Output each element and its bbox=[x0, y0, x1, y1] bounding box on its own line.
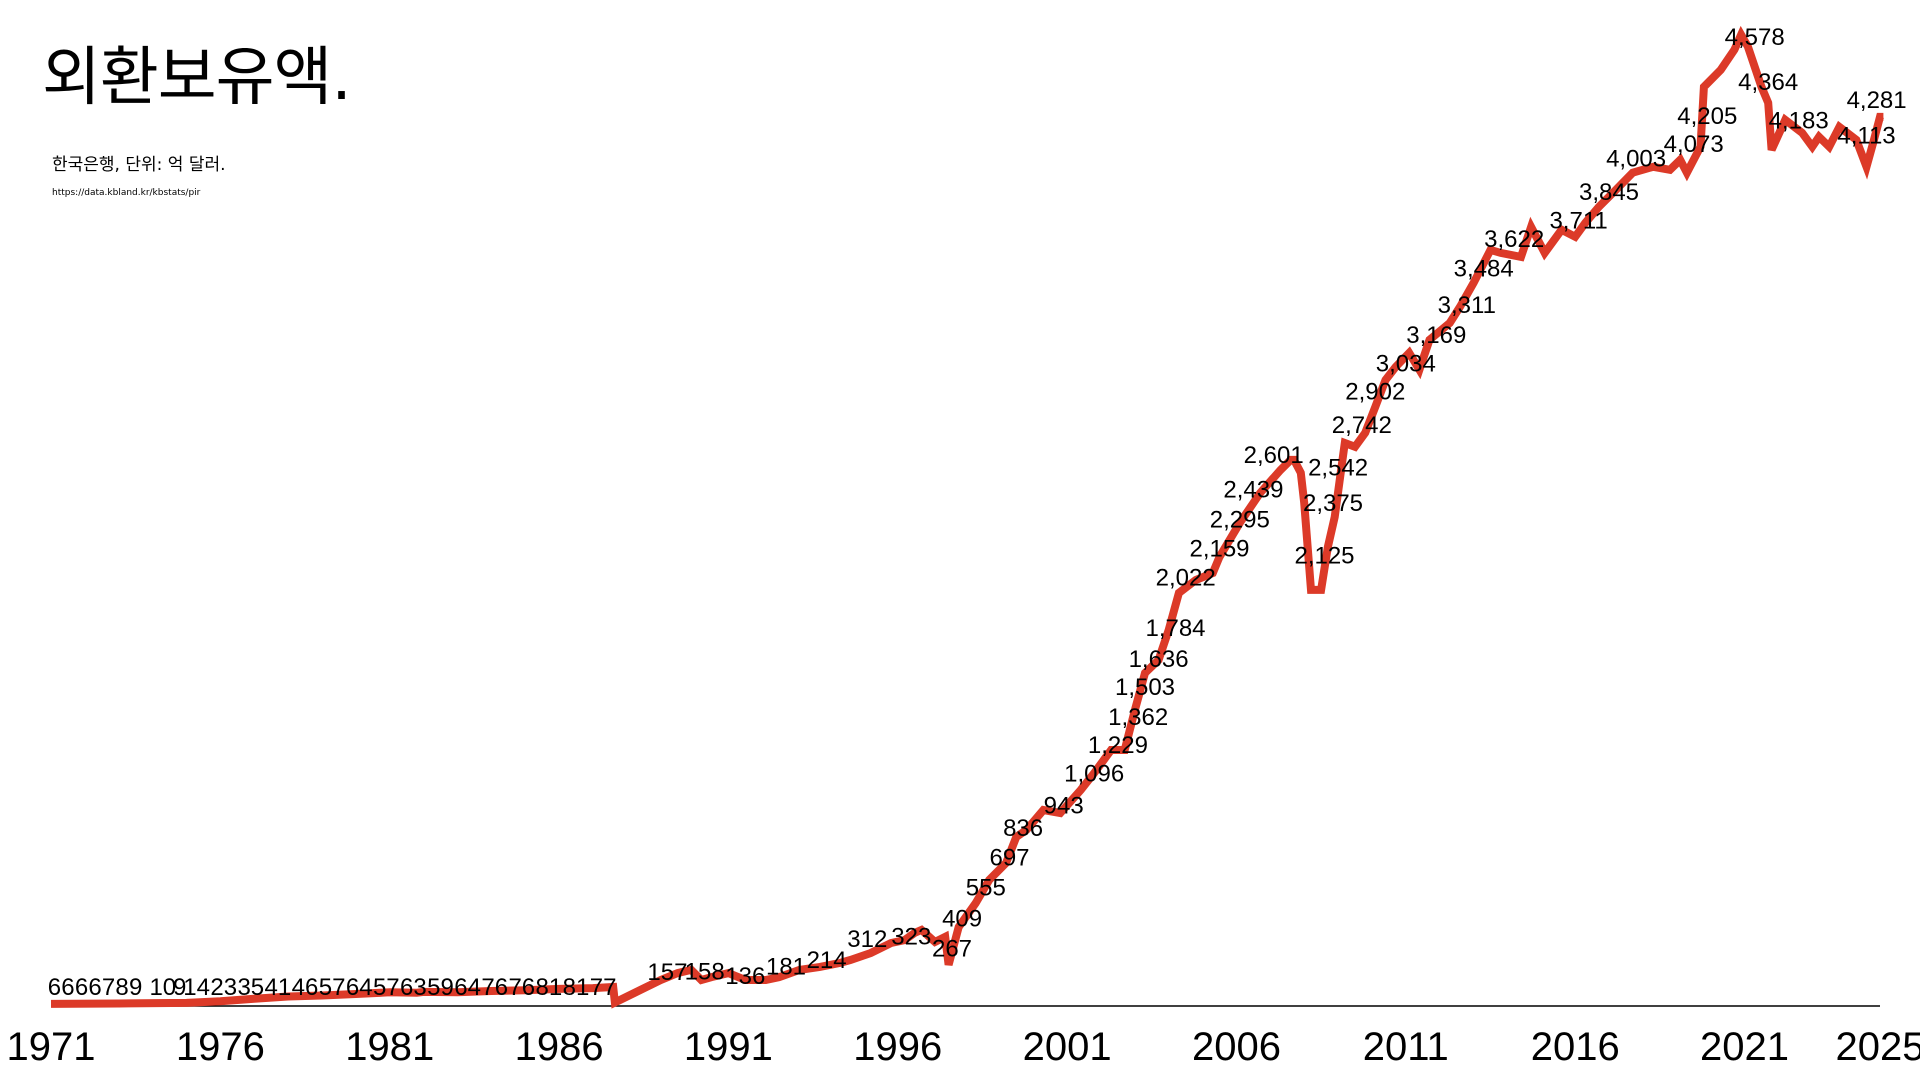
data-label: 181 bbox=[766, 954, 806, 981]
data-label: 836 bbox=[1003, 815, 1043, 842]
data-label: 81 bbox=[536, 974, 563, 1001]
data-label: 77 bbox=[590, 974, 617, 1001]
data-label: 4,113 bbox=[1837, 122, 1895, 149]
x-axis-ticks: 1971 1976 1981 1986 1991 1996 2001 2006 2011 2016… bbox=[7, 1025, 1920, 1069]
data-label: 59 bbox=[427, 974, 454, 1001]
data-label: 158 bbox=[685, 959, 725, 986]
data-label: 2,902 bbox=[1345, 378, 1405, 405]
data-label: 4,578 bbox=[1725, 24, 1785, 51]
data-label: 9 bbox=[129, 974, 142, 1001]
data-label: 943 bbox=[1044, 793, 1084, 820]
data-label: 323 bbox=[891, 924, 931, 951]
data-label: 2,022 bbox=[1156, 565, 1216, 592]
x-tick-label: 1996 bbox=[853, 1025, 942, 1069]
x-tick-label: 2016 bbox=[1531, 1025, 1620, 1069]
data-label: 4,003 bbox=[1606, 146, 1666, 173]
data-label: 2,159 bbox=[1189, 536, 1249, 563]
chart-subtitle: 한국은행, 단위: 억 달러. bbox=[52, 155, 226, 175]
data-label: 23 bbox=[210, 974, 237, 1001]
data-label: 6 bbox=[88, 974, 101, 1001]
data-label: 2,542 bbox=[1308, 455, 1368, 482]
data-label: 6 bbox=[48, 974, 61, 1001]
data-label: 3,311 bbox=[1438, 292, 1496, 319]
x-tick-label: 1971 bbox=[7, 1025, 96, 1069]
x-tick-label: 2011 bbox=[1363, 1025, 1449, 1069]
data-label: 4,073 bbox=[1664, 131, 1724, 158]
data-label: 57 bbox=[373, 974, 400, 1001]
data-label: 8 bbox=[115, 974, 128, 1001]
data-label: 46 bbox=[292, 974, 319, 1001]
data-label: 4,205 bbox=[1677, 103, 1737, 130]
data-label: 2,125 bbox=[1294, 543, 1354, 570]
data-label: 267 bbox=[932, 936, 972, 963]
data-label: 76 bbox=[481, 974, 508, 1001]
source-url: https://data.kbland.kr/kbstats/pir bbox=[52, 188, 201, 198]
x-tick-label: 1981 bbox=[345, 1025, 434, 1069]
x-tick-label: 2021 bbox=[1700, 1025, 1789, 1069]
x-tick-label: 1976 bbox=[176, 1025, 265, 1069]
data-label: 3,034 bbox=[1376, 351, 1436, 378]
data-label: 3,711 bbox=[1549, 207, 1607, 234]
data-label: 6 bbox=[61, 974, 74, 1001]
data-label: 10 bbox=[149, 974, 176, 1001]
data-label: 697 bbox=[989, 845, 1029, 872]
data-label: 7 bbox=[102, 974, 115, 1001]
x-tick-label: 1991 bbox=[684, 1025, 773, 1069]
data-label: 64 bbox=[454, 974, 481, 1001]
data-label: 63 bbox=[400, 974, 427, 1001]
series-line-0 bbox=[50, 25, 1884, 1009]
data-label: 3,622 bbox=[1484, 226, 1544, 253]
data-label: 9 bbox=[173, 974, 186, 1001]
data-label: 76 bbox=[508, 974, 535, 1001]
data-label: 2,742 bbox=[1332, 412, 1392, 439]
data-label: 3,484 bbox=[1454, 255, 1514, 282]
x-tick-label: 2001 bbox=[1023, 1025, 1112, 1069]
data-label: 64 bbox=[346, 974, 373, 1001]
x-tick-label: 1986 bbox=[515, 1025, 604, 1069]
data-label: 1,362 bbox=[1108, 704, 1168, 731]
data-label: 2,601 bbox=[1244, 442, 1304, 469]
data-label: 14 bbox=[183, 974, 210, 1001]
data-label: 4,364 bbox=[1738, 69, 1798, 96]
data-label: 555 bbox=[966, 875, 1006, 902]
data-label: 214 bbox=[807, 947, 847, 974]
data-label: 2,439 bbox=[1223, 476, 1283, 503]
data-label: 1,784 bbox=[1145, 615, 1205, 642]
data-label: 41 bbox=[265, 974, 292, 1001]
data-label: 157 bbox=[647, 959, 687, 986]
x-tick-label: 2006 bbox=[1192, 1025, 1281, 1069]
data-label: 3,845 bbox=[1579, 179, 1639, 206]
data-label: 4,183 bbox=[1769, 108, 1829, 135]
data-label: 1,229 bbox=[1088, 732, 1148, 759]
data-label: 136 bbox=[725, 963, 765, 990]
data-label: 2,375 bbox=[1303, 490, 1363, 517]
data-label: 1,096 bbox=[1064, 760, 1124, 787]
data-label: 1,636 bbox=[1129, 646, 1189, 673]
data-label: 57 bbox=[319, 974, 346, 1001]
data-label: 6 bbox=[75, 974, 88, 1001]
series-group bbox=[50, 25, 1884, 1009]
data-label: 409 bbox=[942, 906, 982, 933]
data-label: 312 bbox=[847, 926, 887, 953]
data-label: 81 bbox=[563, 974, 590, 1001]
data-label: 3,169 bbox=[1406, 322, 1466, 349]
data-label: 4,281 bbox=[1847, 87, 1907, 114]
data-label: 2,295 bbox=[1210, 507, 1270, 534]
chart-title: 외환보유액. bbox=[42, 41, 352, 115]
data-label: 1,503 bbox=[1115, 674, 1175, 701]
x-tick-label: 2025 bbox=[1836, 1025, 1920, 1069]
data-label: 35 bbox=[237, 974, 264, 1001]
